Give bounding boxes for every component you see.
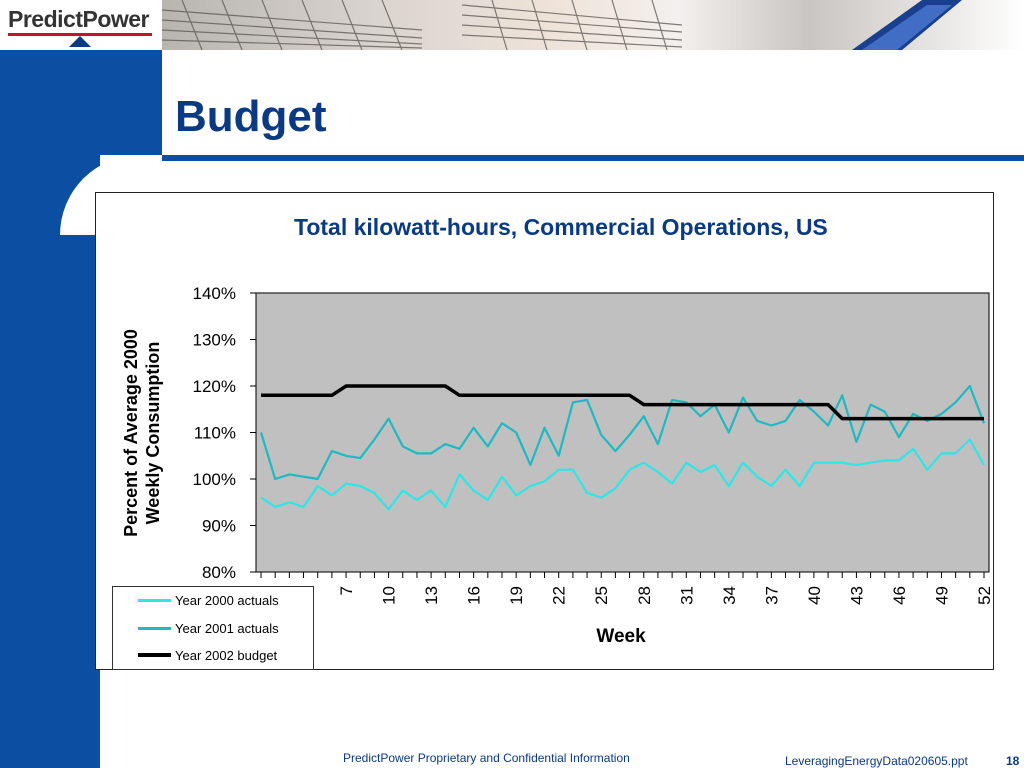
x-tick-label: 37 bbox=[762, 586, 781, 605]
x-tick-label: 16 bbox=[465, 586, 484, 605]
x-axis-label: Week bbox=[596, 626, 646, 647]
legend-item-budget: Year 2002 budget bbox=[138, 645, 277, 665]
y-tick-label: 100% bbox=[193, 470, 236, 489]
x-tick-label: 52 bbox=[975, 586, 994, 605]
footer-file-name: LeveragingEnergyData020605.ppt bbox=[785, 754, 968, 768]
slide-title: Budget bbox=[175, 92, 327, 141]
legend-label-2001: Year 2001 actuals bbox=[175, 620, 279, 636]
title-underline-bar bbox=[162, 155, 1024, 161]
y-tick-label: 140% bbox=[193, 284, 236, 303]
y-tick-label: 120% bbox=[193, 377, 236, 396]
x-tick-label: 19 bbox=[507, 586, 526, 605]
x-tick-label: 46 bbox=[890, 586, 909, 605]
header-banner-image bbox=[162, 0, 1024, 50]
y-tick-label: 90% bbox=[202, 517, 236, 536]
y-tick-label: 130% bbox=[193, 331, 236, 350]
logo-wordmark: PredictPower bbox=[8, 6, 150, 32]
legend-swatch-2000 bbox=[138, 598, 171, 602]
x-tick-label: 43 bbox=[847, 586, 866, 605]
series-line-2000-actuals bbox=[260, 438, 985, 511]
x-tick-label: 22 bbox=[550, 586, 569, 605]
x-tick-label: 10 bbox=[380, 586, 399, 605]
y-axis-label-line-2: Weekly Consumption bbox=[143, 341, 163, 525]
x-tick-label: 49 bbox=[932, 586, 951, 605]
left-accent-block bbox=[60, 50, 162, 155]
x-tick-label: 28 bbox=[635, 586, 654, 605]
plot-area bbox=[255, 292, 990, 573]
series-line-2002-budget bbox=[261, 384, 984, 421]
legend-swatch-2001 bbox=[138, 626, 171, 630]
y-tick-label: 80% bbox=[202, 563, 236, 582]
chart-title: Total kilowatt-hours, Commercial Operati… bbox=[294, 214, 828, 240]
x-tick-label: 34 bbox=[720, 586, 739, 605]
legend-item-2000: Year 2000 actuals bbox=[138, 590, 279, 610]
legend-swatch-budget bbox=[138, 653, 171, 657]
legend-item-2001: Year 2001 actuals bbox=[138, 618, 279, 638]
y-axis-label-line-1: Percent of Average 2000 bbox=[121, 329, 141, 537]
footer-page-number: 18 bbox=[1006, 754, 1020, 768]
logo-triangle-icon bbox=[69, 36, 91, 47]
brand-logo: PredictPower bbox=[0, 0, 162, 50]
legend-label-2000: Year 2000 actuals bbox=[175, 592, 279, 608]
x-tick-label: 13 bbox=[422, 586, 441, 605]
logo-underline bbox=[8, 33, 152, 36]
y-axis-label: Percent of Average 2000 Weekly Consumpti… bbox=[120, 329, 164, 537]
x-tick-label: 31 bbox=[677, 586, 696, 605]
y-tick-label: 110% bbox=[194, 424, 236, 443]
banner-graphic bbox=[162, 0, 962, 50]
legend-label-budget: Year 2002 budget bbox=[175, 647, 278, 663]
series-line-2001-actuals bbox=[259, 384, 986, 481]
x-tick-label: 40 bbox=[805, 586, 824, 605]
x-tick-label: 7 bbox=[337, 586, 356, 595]
left-accent-curve bbox=[60, 155, 100, 768]
chart-legend: Year 2000 actuals Year 2001 actuals Year… bbox=[112, 586, 314, 670]
footer-confidential-note: PredictPower Proprietary and Confidentia… bbox=[343, 751, 630, 765]
x-tick-label: 25 bbox=[592, 586, 611, 605]
left-accent-band bbox=[0, 0, 60, 768]
